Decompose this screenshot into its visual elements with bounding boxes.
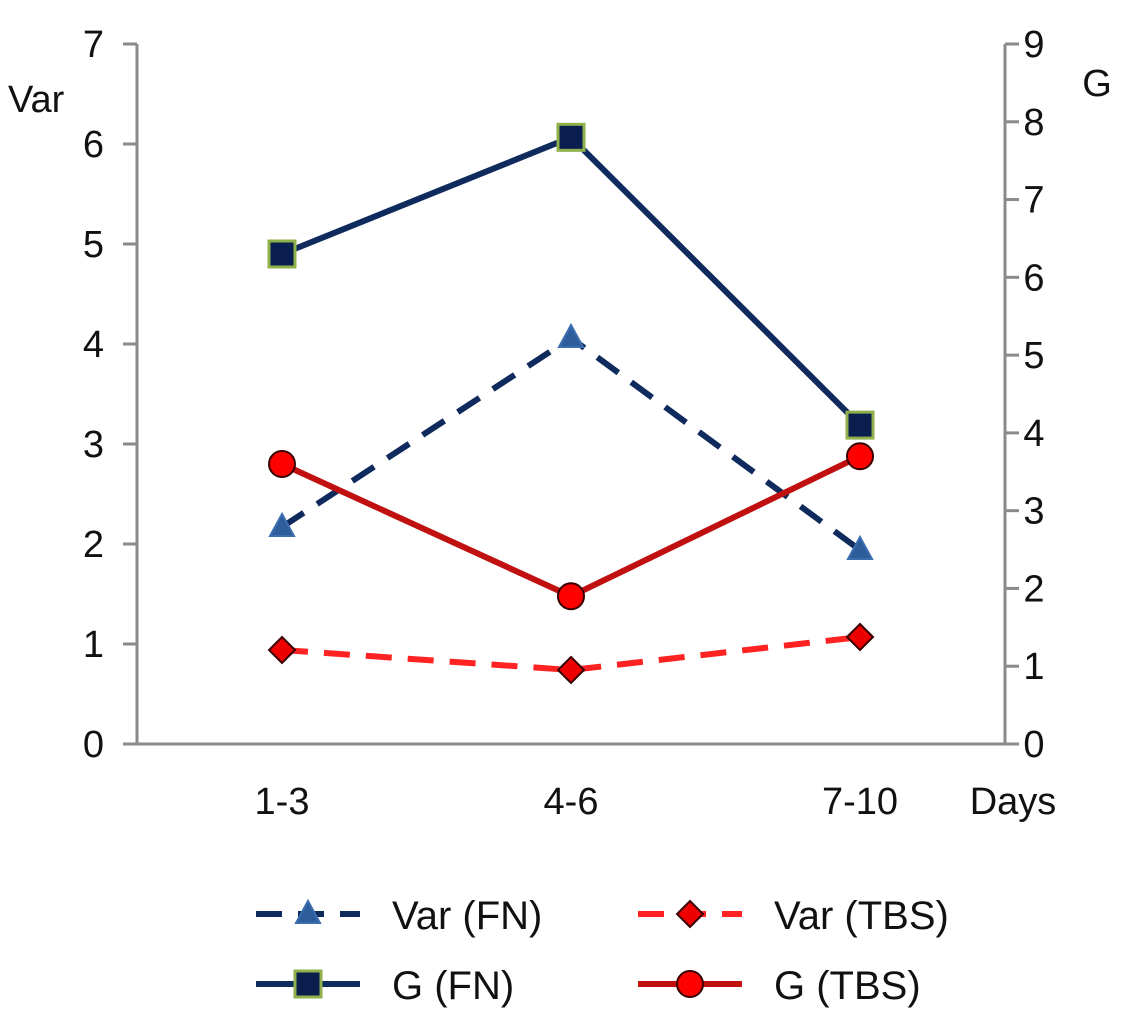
x-category-label: 7-10 [822,781,898,823]
data-point-var-tbs [267,635,297,665]
series-line-var-fn [280,335,862,553]
data-point-var-fn [557,322,585,348]
right-tick-label: 0 [1023,724,1044,766]
left-tick-label: 3 [83,424,104,466]
right-tick-label: 7 [1023,180,1044,222]
legend-label-g-fn: G (FN) [392,964,514,1008]
data-point-g-tbs [268,450,296,478]
legend-label-var-fn: Var (FN) [392,894,542,938]
series-markers-group [267,122,875,685]
left-tick-label: 7 [83,24,104,66]
right-tick-label: 2 [1023,568,1044,610]
data-point-var-fn [268,511,296,537]
legend: Var (FN) Var (TBS) G (FN) G (TBS) [256,894,949,1008]
left-tick-label: 5 [83,224,104,266]
legend-marker-var-fn [294,898,322,924]
series-line-g-tbs [280,453,862,600]
right-axis-title: G [1082,63,1112,105]
legend-marker-g-tbs [676,970,704,998]
data-point-g-fn [556,122,586,152]
data-point-g-tbs [557,582,585,611]
right-tick-label: 5 [1023,335,1044,377]
right-tick-label: 6 [1023,257,1044,299]
x-axis-title: Days [970,781,1057,823]
left-tick-label: 1 [83,624,104,666]
data-point-var-fn [846,534,874,560]
series-line-g-fn [280,134,863,428]
right-tick-label: 8 [1023,102,1044,144]
axes-group: 0 1 2 3 4 5 6 7 0 1 2 3 4 5 6 7 8 9 1-3 4-6 7-10 Var G Days [8,24,1112,823]
left-tick-label: 6 [83,124,104,166]
right-tick-label: 1 [1023,646,1044,688]
left-axis-title: Var [8,79,65,121]
data-point-g-fn [267,239,297,269]
x-category-label: 4-6 [544,781,599,823]
legend-marker-var-tbs [675,899,705,929]
data-point-var-tbs [845,622,875,652]
right-tick-label: 3 [1023,491,1044,533]
legend-label-g-tbs: G (TBS) [774,964,921,1008]
data-point-var-tbs [556,655,586,685]
legend-marker-g-fn [293,969,323,999]
right-tick-label: 9 [1023,24,1044,66]
data-point-g-tbs [846,442,874,471]
series-line-var-tbs [281,634,861,673]
data-point-g-fn [845,410,875,440]
x-category-label: 1-3 [255,781,310,823]
left-tick-label: 2 [83,524,104,566]
right-tick-label: 4 [1023,413,1044,455]
left-tick-label: 4 [83,324,104,366]
legend-label-var-tbs: Var (TBS) [774,894,949,938]
left-tick-label: 0 [83,724,104,766]
